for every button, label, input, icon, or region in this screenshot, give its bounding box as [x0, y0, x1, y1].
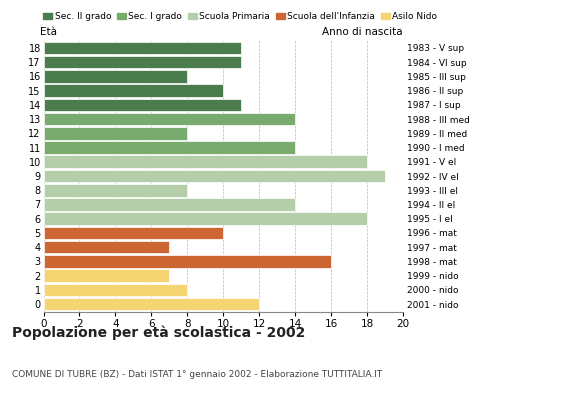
Bar — [44, 127, 187, 140]
Bar — [44, 198, 295, 211]
Bar — [44, 227, 223, 239]
Text: Anno di nascita: Anno di nascita — [322, 27, 403, 37]
Bar — [44, 270, 169, 282]
Bar — [44, 241, 169, 254]
Bar — [44, 141, 295, 154]
Text: COMUNE DI TUBRE (BZ) - Dati ISTAT 1° gennaio 2002 - Elaborazione TUTTITALIA.IT: COMUNE DI TUBRE (BZ) - Dati ISTAT 1° gen… — [12, 370, 382, 379]
Bar — [44, 84, 223, 97]
Text: Popolazione per età scolastica - 2002: Popolazione per età scolastica - 2002 — [12, 326, 305, 340]
Bar — [44, 255, 331, 268]
Bar — [44, 184, 187, 196]
Bar — [44, 170, 385, 182]
Bar — [44, 212, 367, 225]
Text: Età: Età — [40, 27, 57, 37]
Bar — [44, 284, 187, 296]
Bar — [44, 113, 295, 125]
Bar — [44, 70, 187, 82]
Bar — [44, 298, 259, 310]
Bar — [44, 42, 241, 54]
Legend: Sec. II grado, Sec. I grado, Scuola Primaria, Scuola dell'Infanzia, Asilo Nido: Sec. II grado, Sec. I grado, Scuola Prim… — [39, 8, 441, 25]
Bar — [44, 156, 367, 168]
Bar — [44, 56, 241, 68]
Bar — [44, 98, 241, 111]
